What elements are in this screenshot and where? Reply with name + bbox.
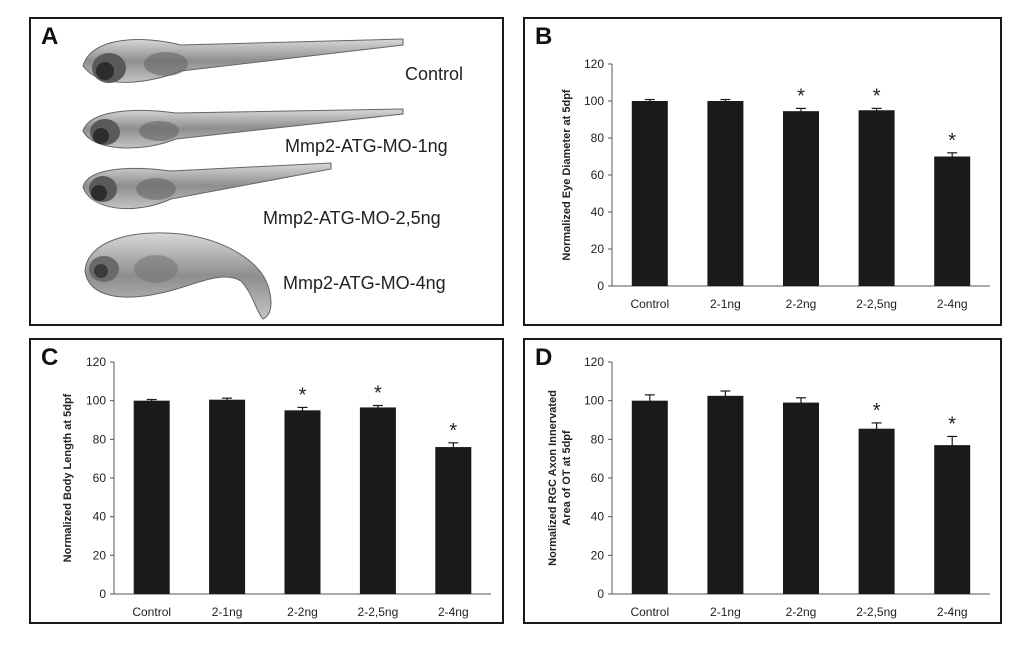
- y-tick-label: 20: [93, 548, 107, 562]
- significance-marker: *: [797, 85, 805, 107]
- y-tick-label: 100: [584, 94, 604, 108]
- y-axis-label-line: Area of OT at 5dpf: [561, 430, 573, 526]
- body-length-chart: 0 20 40 60 80 100 120 Normalized Body Length at…: [62, 355, 491, 619]
- significance-marker: *: [948, 130, 956, 152]
- y-tick-label: 80: [93, 432, 107, 446]
- fish-4ng-image: [84, 232, 272, 320]
- bar-2-1ng: [707, 395, 744, 594]
- panel-letter-b: B: [535, 23, 553, 50]
- bar-2-2ng: [783, 111, 819, 286]
- x-tick-label: 2-1ng: [710, 297, 741, 311]
- eye-diameter-chart: 0 20 40 60 80 100 120 Normalized Eye Diameter a…: [561, 57, 990, 311]
- bar-2-2,5ng: [359, 407, 396, 594]
- y-tick-label: 0: [597, 587, 604, 601]
- x-tick-label: 2-2ng: [786, 605, 817, 619]
- y-axis-label: Normalized Eye Diameter at 5dpf: [561, 89, 573, 261]
- x-tick-label: 2-2,5ng: [856, 605, 897, 619]
- fish-label-control: Control: [405, 64, 464, 84]
- y-tick-label: 100: [584, 394, 604, 408]
- bar-Control: [631, 101, 668, 286]
- bar-2-2,5ng: [858, 428, 895, 594]
- x-tick-label: 2-2,5ng: [358, 605, 399, 619]
- bar-2-4ng: [435, 447, 472, 594]
- x-tick-label: 2-1ng: [710, 605, 741, 619]
- x-tick-label: Control: [132, 605, 171, 619]
- y-axis-label: Normalized RGC Axon Innervated Area of OT…: [547, 390, 573, 566]
- significance-marker: *: [374, 383, 382, 405]
- x-tick-label: Control: [630, 605, 669, 619]
- y-axis-label: Normalized Body Length at 5dpf: [62, 393, 74, 562]
- y-axis-label-line: Normalized RGC Axon Innervated: [547, 390, 559, 566]
- panel-d: D 0 20 40 60 80 100 120 Normalized RGC Axon Inn…: [523, 338, 1002, 624]
- fish-label-2-5ng: Mmp2-ATG-MO-2,5ng: [263, 208, 441, 228]
- fish-images: [82, 38, 404, 320]
- fish-label-4ng: Mmp2-ATG-MO-4ng: [283, 273, 446, 293]
- bar-Control: [133, 400, 170, 594]
- rgc-axon-area-chart: 0 20 40 60 80 100 120 Normalized RGC Axon Inner…: [547, 355, 990, 619]
- panel-b: B 0 20 40 60 80 100 120 Normalized Eye Diameter…: [523, 17, 1002, 326]
- panel-c: C 0 20 40 60 80 100 120 Normalized Body Length …: [29, 338, 504, 624]
- significance-marker: *: [948, 413, 956, 435]
- significance-marker: *: [873, 85, 881, 107]
- bar-2-2ng: [284, 410, 321, 594]
- x-tick-label: 2-2,5ng: [856, 297, 897, 311]
- y-tick-label: 0: [597, 279, 604, 293]
- bar-Control: [631, 400, 668, 594]
- y-tick-label: 60: [591, 168, 605, 182]
- fish-1ng-image: [82, 108, 404, 149]
- significance-marker: *: [873, 400, 881, 422]
- y-tick-label: 40: [591, 205, 605, 219]
- y-tick-label: 20: [591, 548, 605, 562]
- x-tick-label: Control: [630, 297, 669, 311]
- y-tick-label: 40: [591, 510, 605, 524]
- y-tick-label: 60: [93, 471, 107, 485]
- x-tick-label: 2-1ng: [212, 605, 243, 619]
- panel-a: A: [29, 17, 504, 326]
- significance-marker: *: [449, 420, 457, 442]
- bar-2-4ng: [934, 445, 971, 594]
- bar-2-2ng: [783, 402, 819, 594]
- x-tick-label: 2-2ng: [287, 605, 318, 619]
- y-tick-label: 20: [591, 242, 605, 256]
- bar-2-2,5ng: [858, 110, 895, 286]
- panel-letter-c: C: [41, 344, 59, 371]
- y-tick-label: 60: [591, 471, 605, 485]
- panel-letter-d: D: [535, 344, 553, 371]
- fish-control-image: [82, 38, 404, 83]
- bar-2-1ng: [707, 101, 744, 286]
- significance-marker: *: [299, 384, 307, 406]
- fish-label-1ng: Mmp2-ATG-MO-1ng: [285, 136, 448, 156]
- x-tick-label: 2-2ng: [786, 297, 817, 311]
- panel-letter-a: A: [41, 23, 59, 50]
- x-tick-label: 2-4ng: [937, 605, 968, 619]
- y-tick-label: 80: [591, 432, 605, 446]
- bar-2-4ng: [934, 156, 971, 286]
- bar-2-1ng: [209, 399, 246, 594]
- x-tick-label: 2-4ng: [937, 297, 968, 311]
- y-tick-label: 120: [584, 57, 604, 71]
- y-tick-label: 0: [99, 587, 106, 601]
- y-tick-label: 80: [591, 131, 605, 145]
- y-tick-label: 120: [584, 355, 604, 369]
- x-tick-label: 2-4ng: [438, 605, 469, 619]
- y-tick-label: 120: [86, 355, 106, 369]
- y-tick-label: 100: [86, 394, 106, 408]
- fish-2-5ng-image: [82, 162, 332, 210]
- y-tick-label: 40: [93, 510, 107, 524]
